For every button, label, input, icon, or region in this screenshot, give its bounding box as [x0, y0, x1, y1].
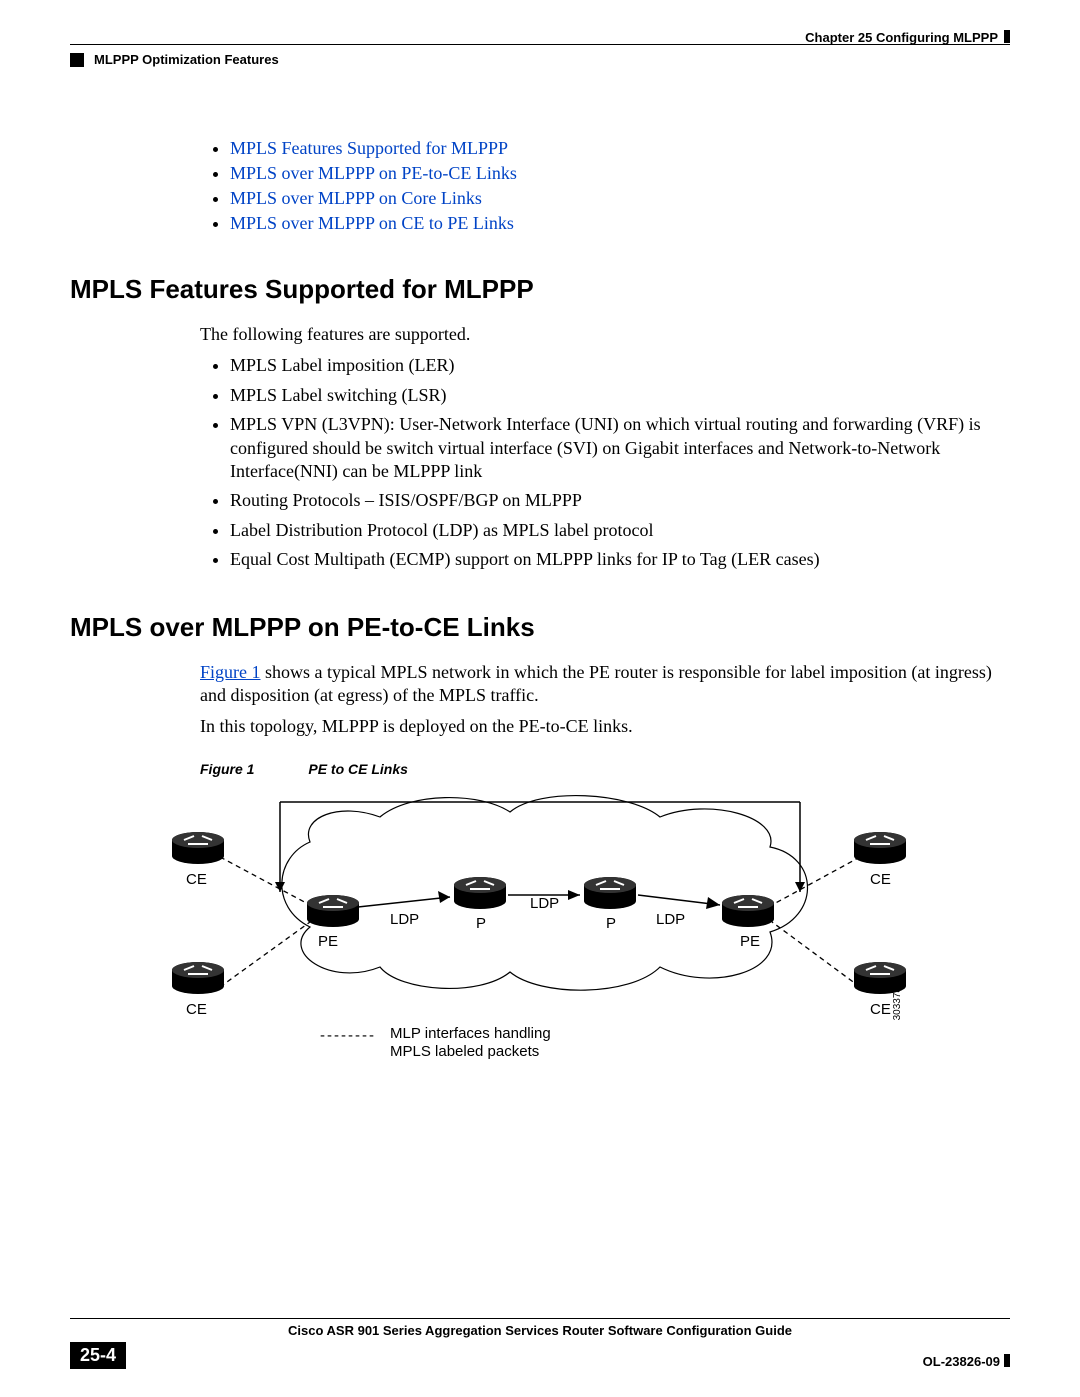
- toc-item: MPLS over MLPPP on PE-to-CE Links: [230, 163, 1010, 184]
- toc-link[interactable]: MPLS over MLPPP on CE to PE Links: [230, 213, 514, 233]
- label-ce: CE: [186, 871, 207, 888]
- footer-rule: [70, 1318, 1010, 1319]
- section2-p1: Figure 1 shows a typical MPLS network in…: [200, 661, 1010, 708]
- p1-rest: shows a typical MPLS network in which th…: [200, 662, 992, 705]
- feature-list: MPLS Label imposition (LER) MPLS Label s…: [230, 354, 1010, 571]
- section1-intro: The following features are supported.: [200, 323, 1010, 346]
- network-diagram: CE CE PE P P PE CE CE LDP LDP LDP: [180, 787, 900, 1087]
- section-text: MLPPP Optimization Features: [94, 52, 279, 67]
- figure-number: Figure 1: [200, 761, 254, 777]
- header-section: MLPPP Optimization Features: [70, 52, 279, 67]
- header-chapter: Chapter 25 Configuring MLPPP: [805, 30, 1010, 45]
- label-ldp: LDP: [656, 911, 685, 928]
- header-bar-icon: [1004, 30, 1010, 43]
- toc-item: MPLS over MLPPP on CE to PE Links: [230, 213, 1010, 234]
- label-pe: PE: [318, 933, 338, 950]
- toc-item: MPLS over MLPPP on Core Links: [230, 188, 1010, 209]
- arrowhead-icon: [438, 891, 450, 903]
- link: [358, 897, 450, 907]
- section1-title: MPLS Features Supported for MLPPP: [70, 274, 1010, 305]
- feature-item: MPLS Label switching (LSR): [230, 384, 1010, 407]
- header-square-icon: [70, 53, 84, 67]
- label-ldp: LDP: [530, 895, 559, 912]
- content: MPLS Features Supported for MLPPP MPLS o…: [70, 64, 1010, 1087]
- label-ce: CE: [870, 1001, 891, 1018]
- label-ce: CE: [870, 871, 891, 888]
- mlp-link: [220, 922, 310, 987]
- toc-link[interactable]: MPLS over MLPPP on PE-to-CE Links: [230, 163, 517, 183]
- toc-link[interactable]: MPLS Features Supported for MLPPP: [230, 138, 508, 158]
- router-icon: [170, 962, 226, 996]
- feature-item: Equal Cost Multipath (ECMP) support on M…: [230, 548, 1010, 571]
- docid-bar-icon: [1004, 1354, 1010, 1367]
- router-icon: [852, 832, 908, 866]
- router-icon: [720, 895, 776, 929]
- toc-link[interactable]: MPLS over MLPPP on Core Links: [230, 188, 482, 208]
- legend-text: MLP interfaces handling: [390, 1025, 551, 1042]
- label-pe: PE: [740, 933, 760, 950]
- router-icon: [305, 895, 361, 929]
- label-ldp: LDP: [390, 911, 419, 928]
- feature-item: MPLS VPN (L3VPN): User-Network Interface…: [230, 413, 1010, 483]
- mlp-link: [772, 922, 860, 987]
- router-icon: [452, 877, 508, 911]
- chapter-text: Chapter 25 Configuring MLPPP: [805, 30, 998, 45]
- router-icon: [170, 832, 226, 866]
- page-header: Chapter 25 Configuring MLPPP MLPPP Optim…: [70, 30, 1010, 64]
- legend-text: MPLS labeled packets: [390, 1043, 539, 1060]
- label-p: P: [476, 915, 486, 932]
- feature-item: Routing Protocols – ISIS/OSPF/BGP on MLP…: [230, 489, 1010, 512]
- figure-id: 303378: [892, 987, 903, 1020]
- page-number: 25-4: [70, 1342, 126, 1369]
- label-ce: CE: [186, 1001, 207, 1018]
- page-footer: Cisco ASR 901 Series Aggregation Service…: [70, 1318, 1010, 1369]
- arrowhead-icon: [795, 882, 805, 892]
- toc-list: MPLS Features Supported for MLPPP MPLS o…: [230, 138, 1010, 234]
- arrowhead-icon: [706, 897, 720, 909]
- mlp-link: [772, 857, 860, 905]
- feature-item: MPLS Label imposition (LER): [230, 354, 1010, 377]
- doc-id-text: OL-23826-09: [923, 1354, 1000, 1369]
- router-icon: [582, 877, 638, 911]
- footer-guide-title: Cisco ASR 901 Series Aggregation Service…: [70, 1323, 1010, 1338]
- feature-item: Label Distribution Protocol (LDP) as MPL…: [230, 519, 1010, 542]
- cloud-icon: [282, 795, 808, 990]
- figure-caption: Figure 1 PE to CE Links: [200, 761, 1010, 777]
- legend-dash: --------: [320, 1027, 376, 1044]
- diagram-svg: [180, 787, 900, 1087]
- toc-item: MPLS Features Supported for MLPPP: [230, 138, 1010, 159]
- mlp-link: [220, 857, 310, 905]
- doc-id: OL-23826-09: [923, 1354, 1010, 1369]
- label-p: P: [606, 915, 616, 932]
- figure-ref-link[interactable]: Figure 1: [200, 662, 261, 682]
- section2-p2: In this topology, MLPPP is deployed on t…: [200, 715, 1010, 738]
- arrowhead-icon: [568, 890, 580, 900]
- figure-title: PE to CE Links: [308, 761, 408, 777]
- section2-title: MPLS over MLPPP on PE-to-CE Links: [70, 612, 1010, 643]
